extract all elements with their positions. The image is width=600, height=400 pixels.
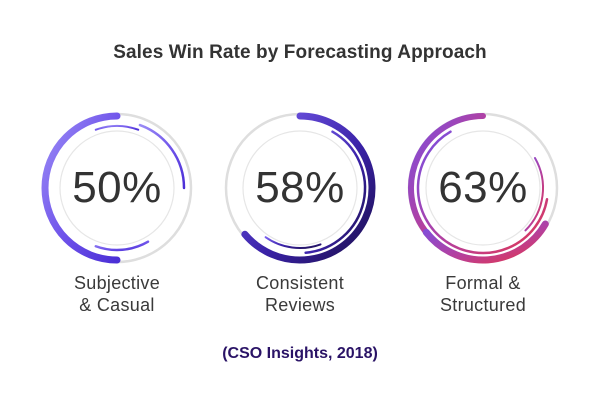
gauge-2-value-arc (422, 220, 549, 264)
gauge-label-0-line-1: Subjective (73, 273, 161, 293)
gauge-0-track-inner (59, 130, 175, 246)
gauge-1-value-label: 58% (255, 163, 345, 212)
gauge-0: 50% (41, 112, 193, 264)
source-citation: (CSO Insights, 2018) (222, 345, 378, 362)
chart-title: Sales Win Rate by Forecasting Approach (113, 42, 487, 63)
gauge-2-arc-a (416, 130, 549, 255)
gauge-label-1-line-2: Reviews (264, 295, 336, 315)
gauge-label-2-line-1: Formal & (445, 273, 521, 293)
gauge-0-arc-b (94, 240, 150, 252)
gauge-1-track-inner (242, 130, 358, 246)
gauge-2-value-label: 63% (438, 163, 528, 212)
gauge-label-0-line-2: & Casual (79, 295, 155, 315)
gauge-0-arc-c (94, 125, 140, 131)
gauge-label-1: Consistent Reviews (210, 272, 390, 316)
gauge-0-value-arc (41, 112, 121, 264)
gauge-1: 58% (224, 112, 376, 264)
gauge-label-2: Formal & Structured (393, 272, 573, 316)
gauge-label-1-line-1: Consistent (255, 273, 345, 293)
gauge-2-track-inner (425, 130, 541, 246)
gauge-label-0: Subjective & Casual (27, 272, 207, 316)
gauge-1-arc-b (264, 236, 322, 249)
gauge-0-value-label: 50% (72, 163, 162, 212)
gauge-2-arc-b (524, 157, 544, 232)
gauge-1-value-arc (241, 112, 376, 264)
gauge-label-2-line-2: Structured (439, 295, 527, 315)
gauge-2-value-arc-top (408, 113, 486, 238)
gauge-1-arc-a (304, 130, 367, 254)
gauge-0-arc-a (138, 123, 186, 190)
gauge-2: 63% (407, 112, 559, 264)
